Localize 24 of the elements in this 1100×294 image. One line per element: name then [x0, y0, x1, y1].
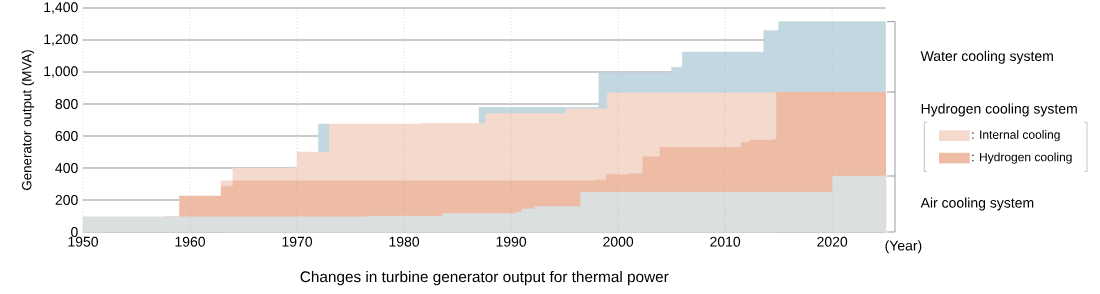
x-tick-label: 1990 — [496, 236, 527, 247]
x-tick-label: 2010 — [710, 236, 741, 247]
x-tick-label: 1950 — [68, 236, 99, 247]
y-tick-label: 600 — [55, 131, 78, 141]
x-tick-label: 1970 — [282, 236, 313, 247]
legend-title: Hydrogen cooling system — [921, 103, 1077, 117]
x-tick-label: 1980 — [389, 236, 420, 247]
y-tick-label: 400 — [55, 163, 78, 173]
x-axis-title: (Year) — [885, 240, 922, 254]
y-tick-label: 1,200 — [44, 34, 78, 46]
text: Water cooling system — [920, 50, 1053, 64]
legend-label: : Hydrogen cooling — [972, 152, 1072, 164]
y-tick-label: 1,000 — [44, 66, 78, 78]
y-tick-label: 0 — [71, 227, 78, 237]
x-tick-label: 2000 — [603, 236, 634, 247]
x-tick-label: 1960 — [175, 236, 206, 247]
y-tick-label: 1,400 — [44, 2, 78, 14]
y-axis-title: Generator output (MVA) — [21, 50, 35, 190]
text: Changes in turbine generator output for thermal power — [300, 270, 669, 286]
legend-label: : Internal cooling — [972, 130, 1060, 142]
x-tick-label: 2020 — [817, 236, 848, 247]
y-tick-label: 200 — [55, 195, 78, 205]
text: Air cooling system — [920, 197, 1034, 211]
y-tick-label: 800 — [55, 99, 78, 109]
